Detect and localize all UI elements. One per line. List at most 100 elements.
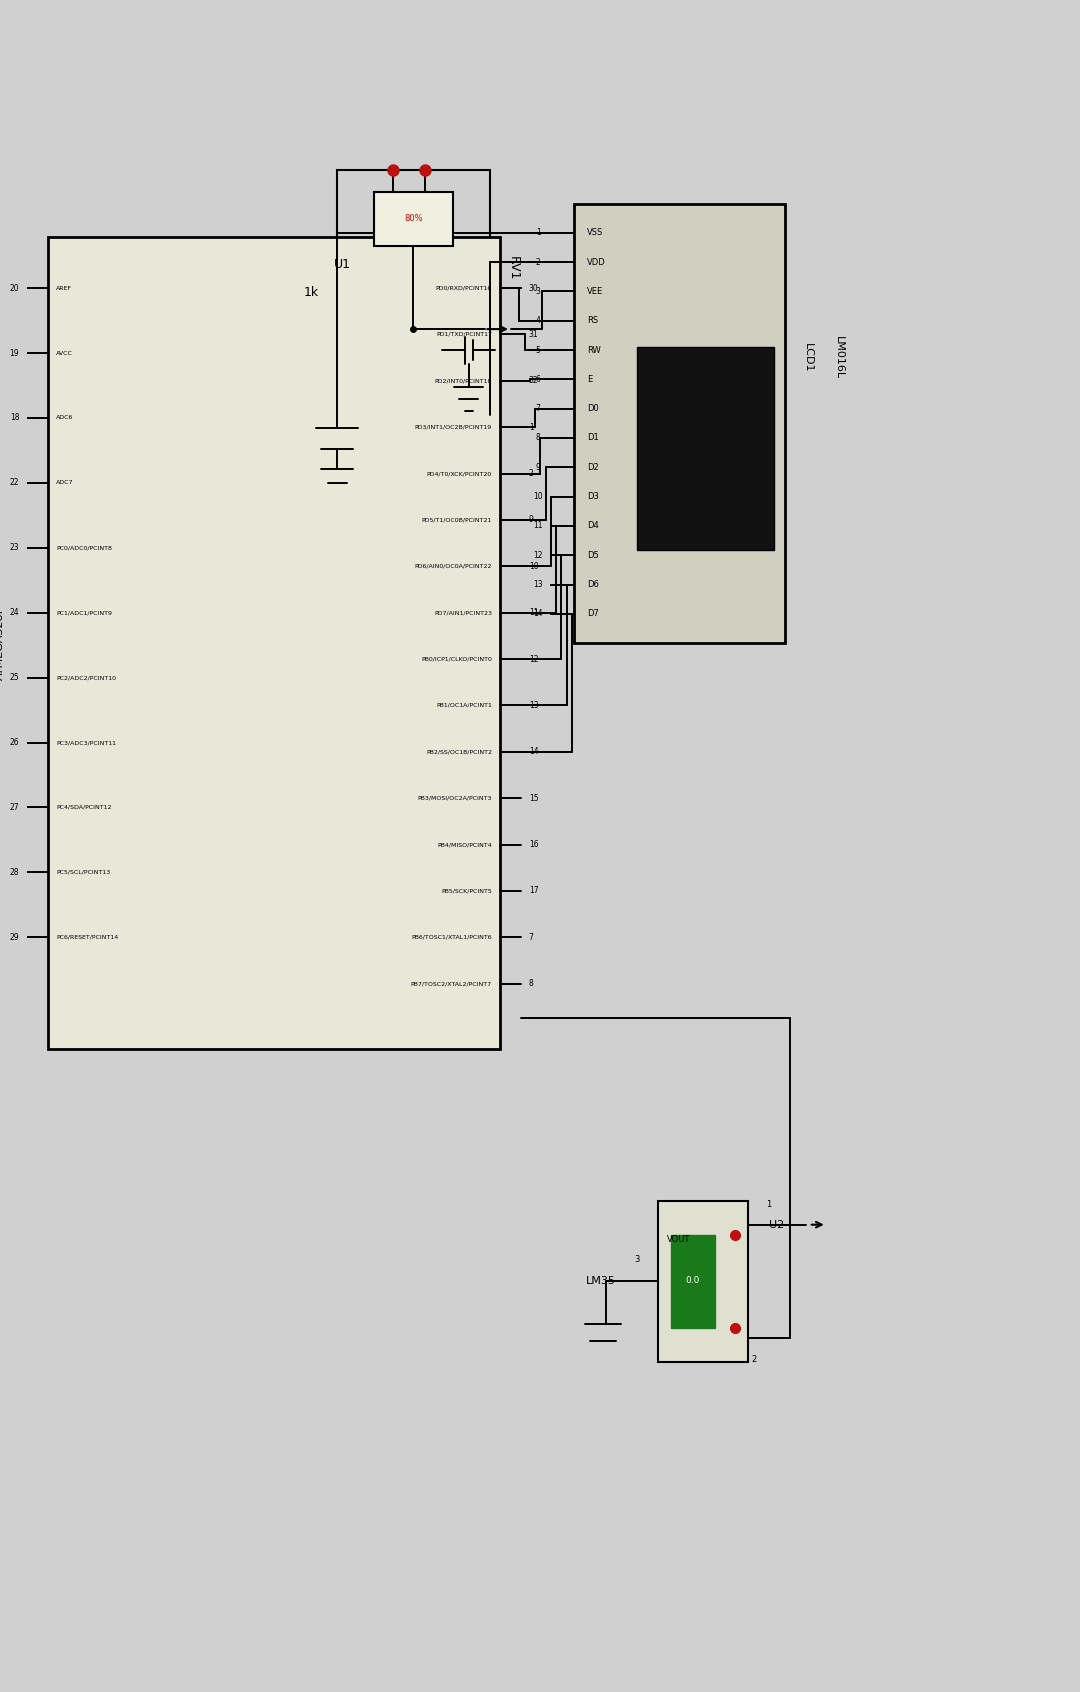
Text: 1: 1 [529,423,534,431]
Text: ATMEGA328P: ATMEGA328P [0,606,5,680]
Text: D7: D7 [586,609,598,618]
Text: PB6/TOSC1/XTAL1/PCINT6: PB6/TOSC1/XTAL1/PCINT6 [411,934,491,939]
Bar [658,1201,747,1362]
Text: PB2/SS/OC1B/PCINT2: PB2/SS/OC1B/PCINT2 [426,750,491,755]
Text: 30: 30 [529,284,539,293]
Text: 22: 22 [10,479,19,487]
Text: 1: 1 [766,1200,771,1208]
Text: 3: 3 [634,1255,639,1264]
Text: PC2/ADC2/PCINT10: PC2/ADC2/PCINT10 [56,675,116,680]
Text: D1: D1 [586,433,598,443]
Text: PD5/T1/OC0B/PCINT21: PD5/T1/OC0B/PCINT21 [421,518,491,523]
Text: U2: U2 [769,1220,784,1230]
Text: 9: 9 [529,516,534,525]
Text: 12: 12 [534,550,543,560]
Text: PC4/SDA/PCINT12: PC4/SDA/PCINT12 [56,805,111,810]
Text: 28: 28 [10,868,19,876]
Text: PD1/TXD/PCINT17: PD1/TXD/PCINT17 [436,332,491,337]
Text: PB1/OC1A/PCINT1: PB1/OC1A/PCINT1 [436,702,491,707]
Text: 0.0: 0.0 [686,1276,700,1284]
Text: 9: 9 [536,464,541,472]
Text: LM016L: LM016L [834,335,845,379]
Text: AVCC: AVCC [56,350,73,355]
Text: 1k: 1k [303,286,319,299]
Text: 17: 17 [529,887,538,895]
Text: 4: 4 [536,316,541,325]
Text: 15: 15 [529,794,538,802]
Bar [671,1235,715,1328]
Bar [48,237,500,1049]
Text: 13: 13 [534,580,543,589]
Text: AREF: AREF [56,286,72,291]
Text: 11: 11 [534,521,543,530]
Text: D4: D4 [586,521,598,530]
Text: PC0/ADC0/PCINT8: PC0/ADC0/PCINT8 [56,545,112,550]
Text: 3: 3 [536,288,541,296]
Text: LM35: LM35 [585,1276,616,1286]
Text: D5: D5 [586,550,598,560]
Text: PB7/TOSC2/XTAL2/PCINT7: PB7/TOSC2/XTAL2/PCINT7 [410,981,491,986]
Text: PC1/ADC1/PCINT9: PC1/ADC1/PCINT9 [56,611,112,616]
Bar [637,347,774,550]
Text: VOUT: VOUT [666,1235,690,1244]
Text: 14: 14 [529,748,538,756]
Text: 80%: 80% [404,215,422,223]
Bar [374,191,453,245]
Text: 31: 31 [529,330,538,338]
Text: VSS: VSS [586,228,603,237]
Text: PD3/INT1/OC2B/PCINT19: PD3/INT1/OC2B/PCINT19 [415,425,491,430]
Text: ADC7: ADC7 [56,481,73,486]
Text: D6: D6 [586,580,598,589]
Text: 16: 16 [529,839,538,849]
Text: 25: 25 [10,673,19,682]
Text: ADC6: ADC6 [56,416,73,420]
Text: 5: 5 [536,345,541,355]
Text: 6: 6 [536,376,541,384]
Text: E: E [586,376,592,384]
Text: 26: 26 [10,738,19,748]
Text: D3: D3 [586,492,598,501]
Text: 7: 7 [536,404,541,413]
Text: PD4/T0/XCK/PCINT20: PD4/T0/XCK/PCINT20 [427,470,491,475]
Text: 20: 20 [10,284,19,293]
Bar [573,203,784,643]
Text: PB3/MOSI/OC2A/PCINT3: PB3/MOSI/OC2A/PCINT3 [417,795,491,800]
Text: 10: 10 [529,562,538,570]
Text: D0: D0 [586,404,598,413]
Text: PC6/RESET/PCINT14: PC6/RESET/PCINT14 [56,934,119,939]
Text: 2: 2 [752,1355,757,1364]
Text: PC3/ADC3/PCINT11: PC3/ADC3/PCINT11 [56,739,116,744]
Text: 13: 13 [529,700,538,711]
Text: PB5/SCK/PCINT5: PB5/SCK/PCINT5 [441,888,491,893]
Text: 12: 12 [529,655,538,663]
Text: PD7/AIN1/PCINT23: PD7/AIN1/PCINT23 [434,611,491,616]
Text: PB0/ICP1/CLKO/PCINT0: PB0/ICP1/CLKO/PCINT0 [421,656,491,662]
Text: RS: RS [586,316,597,325]
Text: RW: RW [586,345,600,355]
Bar [337,169,490,415]
Text: 2: 2 [536,257,541,267]
Text: 8: 8 [529,980,534,988]
Text: 27: 27 [10,804,19,812]
Text: PC5/SCL/PCINT13: PC5/SCL/PCINT13 [56,870,110,875]
Text: PB4/MISO/PCINT4: PB4/MISO/PCINT4 [437,843,491,848]
Text: 2: 2 [529,469,534,479]
Text: 23: 23 [10,543,19,552]
Text: 29: 29 [10,932,19,942]
Text: 32: 32 [529,376,538,386]
Text: PD0/RXD/PCINT16: PD0/RXD/PCINT16 [435,286,491,291]
Text: VDD: VDD [586,257,606,267]
Text: 11: 11 [529,607,538,618]
Text: 18: 18 [10,413,19,423]
Text: 19: 19 [10,349,19,357]
Text: 10: 10 [534,492,543,501]
Text: U1: U1 [334,257,350,271]
Text: 24: 24 [10,607,19,618]
Text: PD6/AIN0/OC0A/PCINT22: PD6/AIN0/OC0A/PCINT22 [415,563,491,569]
Text: LCD1: LCD1 [802,343,813,372]
Text: RV1: RV1 [507,255,519,281]
Text: VEE: VEE [586,288,603,296]
Text: D2: D2 [586,464,598,472]
Text: 14: 14 [534,609,543,618]
Text: 8: 8 [536,433,541,443]
